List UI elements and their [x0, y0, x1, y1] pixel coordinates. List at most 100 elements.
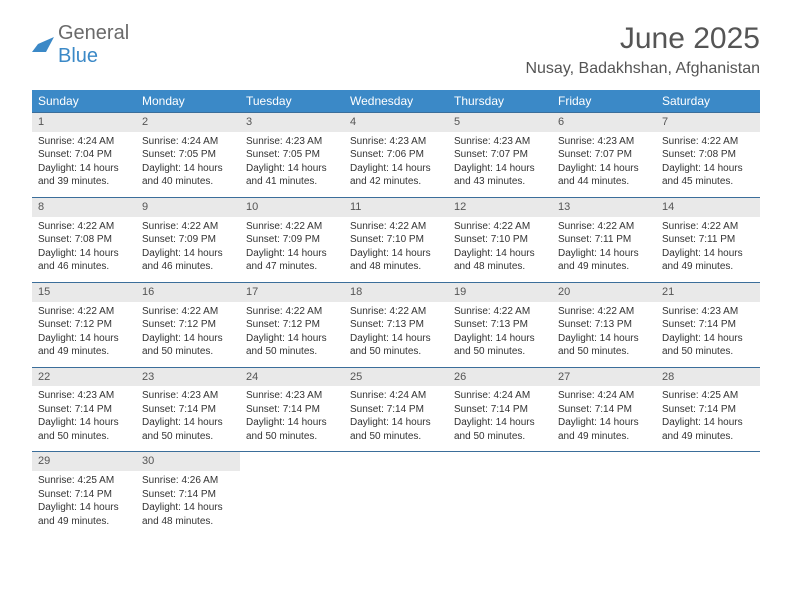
logo: General Blue — [32, 22, 129, 68]
daylight-line: Daylight: 14 hours and 50 minutes. — [350, 416, 442, 443]
sunrise-line: Sunrise: 4:24 AM — [38, 135, 130, 149]
day-content-cell: Sunrise: 4:23 AMSunset: 7:14 PMDaylight:… — [656, 302, 760, 368]
day-content-cell: Sunrise: 4:24 AMSunset: 7:05 PMDaylight:… — [136, 132, 240, 198]
day-number-cell: 30 — [136, 452, 240, 471]
day-number-cell: 7 — [656, 113, 760, 132]
sunset-line: Sunset: 7:06 PM — [350, 148, 442, 162]
day-content-row: Sunrise: 4:22 AM Sunset: 7:08 PM Daylight:… — [32, 217, 760, 283]
sunset-line: Sunset: 7:07 PM — [454, 148, 546, 162]
sunset-line: Sunset: 7:07 PM — [558, 148, 650, 162]
sunrise-line: Sunrise: 4:22 AM — [350, 220, 442, 234]
sunset-line: Sunset: 7:11 PM — [558, 233, 650, 247]
day-content-row: Sunrise: 4:22 AMSunset: 7:12 PMDaylight:… — [32, 302, 760, 368]
daylight-line: Daylight: 14 hours and 50 minutes. — [246, 332, 338, 359]
sunrise-line: Sunrise: 4:23 AM — [662, 305, 754, 319]
weekday-header-row: SundayMondayTuesdayWednesdayThursdayFrid… — [32, 90, 760, 113]
day-number-cell: 24 — [240, 367, 344, 386]
sunrise-line: Sunrise: 4:25 AM — [38, 474, 130, 488]
sunset-line: Sunset: 7:09 PM — [142, 233, 234, 247]
day-number-cell: 22 — [32, 367, 136, 386]
sunrise-line: Sunrise: 4:22 AM — [246, 220, 338, 234]
day-number-row: 22232425262728 — [32, 367, 760, 386]
sunset-line: Sunset: 7:14 PM — [38, 488, 130, 502]
day-number-row: 2930 — [32, 452, 760, 471]
day-number-cell: 17 — [240, 282, 344, 301]
day-content-cell: Sunrise: 4:22 AMSunset: 7:12 PMDaylight:… — [136, 302, 240, 368]
daylight-line: Daylight: 14 hours and 49 minutes. — [38, 501, 130, 528]
logo-text-general: General — [58, 22, 129, 44]
day-number-cell — [448, 452, 552, 471]
daylight-line: Daylight: 14 hours and 49 minutes. — [662, 247, 754, 274]
daylight-line: Daylight: 14 hours and 49 minutes. — [38, 332, 130, 359]
sunrise-line: Sunrise: 4:24 AM — [558, 389, 650, 403]
sunset-line: Sunset: 7:10 PM — [454, 233, 546, 247]
page-title: June 2025 — [525, 22, 760, 56]
sunset-line: Sunset: 7:09 PM — [246, 233, 338, 247]
day-number-cell — [344, 452, 448, 471]
day-number-cell: 21 — [656, 282, 760, 301]
sunrise-line: Sunrise: 4:22 AM — [558, 220, 650, 234]
day-number-cell: 27 — [552, 367, 656, 386]
sunset-line: Sunset: 7:12 PM — [246, 318, 338, 332]
daylight-line: Daylight: 14 hours and 50 minutes. — [662, 332, 754, 359]
sunset-line: Sunset: 7:13 PM — [454, 318, 546, 332]
day-number-cell: 12 — [448, 197, 552, 216]
sunrise-line: Sunrise: 4:26 AM — [142, 474, 234, 488]
day-content-cell: Sunrise: 4:22 AMSunset: 7:13 PMDaylight:… — [344, 302, 448, 368]
day-content-cell: Sunrise: 4:22 AMSunset: 7:11 PMDaylight:… — [552, 217, 656, 283]
day-content-row: Sunrise: 4:24 AMSunset: 7:04 PMDaylight:… — [32, 132, 760, 198]
daylight-line: Daylight: 14 hours and 43 minutes. — [454, 162, 546, 189]
day-content-cell: Sunrise: 4:23 AMSunset: 7:05 PMDaylight:… — [240, 132, 344, 198]
sunrise-line: Sunrise: 4:22 AM — [454, 220, 546, 234]
sunrise-line: Sunrise: 4:22 AM — [662, 220, 754, 234]
day-content-cell: Sunrise: 4:23 AMSunset: 7:14 PMDaylight:… — [136, 386, 240, 452]
day-number-cell: 18 — [344, 282, 448, 301]
day-number-cell: 9 — [136, 197, 240, 216]
sunset-line: Sunset: 7:14 PM — [558, 403, 650, 417]
sunset-line: Sunset: 7:05 PM — [246, 148, 338, 162]
sunrise-line: Sunrise: 4:24 AM — [350, 389, 442, 403]
daylight-line: Daylight: 14 hours and 49 minutes. — [558, 416, 650, 443]
day-content-cell: Sunrise: 4:22 AMSunset: 7:08 PMDaylight:… — [656, 132, 760, 198]
day-content-cell: Sunrise: 4:24 AMSunset: 7:14 PMDaylight:… — [344, 386, 448, 452]
weekday-header: Thursday — [448, 90, 552, 113]
daylight-line: Daylight: 14 hours and 48 minutes. — [142, 501, 234, 528]
day-number-cell: 1 — [32, 113, 136, 132]
daylight-line: Daylight: 14 hours and 50 minutes. — [454, 416, 546, 443]
page-header: General Blue June 2025 Nusay, Badakhshan… — [0, 0, 792, 78]
day-number-row: 1234567 — [32, 113, 760, 132]
daylight-line: Daylight: 14 hours and 47 minutes. — [246, 247, 338, 274]
daylight-line: Daylight: 14 hours and 48 minutes. — [454, 247, 546, 274]
sunrise-line: Sunrise: 4:23 AM — [350, 135, 442, 149]
day-number-cell: 11 — [344, 197, 448, 216]
day-number-cell: 23 — [136, 367, 240, 386]
day-number-cell: 26 — [448, 367, 552, 386]
day-content-row: Sunrise: 4:23 AMSunset: 7:14 PMDaylight:… — [32, 386, 760, 452]
day-content-cell: Sunrise: 4:22 AMSunset: 7:10 PMDaylight:… — [448, 217, 552, 283]
sunset-line: Sunset: 7:14 PM — [142, 488, 234, 502]
day-content-cell — [240, 471, 344, 536]
day-content-cell — [344, 471, 448, 536]
sunset-line: Sunset: 7:12 PM — [142, 318, 234, 332]
sunset-line: Sunset: 7:14 PM — [662, 318, 754, 332]
sunrise-line: Sunrise: 4:22 AM — [142, 305, 234, 319]
daylight-line: Daylight: 14 hours and 41 minutes. — [246, 162, 338, 189]
daylight-line: Daylight: 14 hours and 49 minutes. — [662, 416, 754, 443]
day-content-cell: Sunrise: 4:23 AMSunset: 7:06 PMDaylight:… — [344, 132, 448, 198]
day-number-cell: 16 — [136, 282, 240, 301]
day-content-cell: Sunrise: 4:23 AMSunset: 7:14 PMDaylight:… — [240, 386, 344, 452]
sunset-line: Sunset: 7:08 PM — [38, 233, 130, 247]
sunset-line: Sunset: 7:14 PM — [350, 403, 442, 417]
sunrise-line: Sunrise: 4:25 AM — [662, 389, 754, 403]
daylight-line: Daylight: 14 hours and 50 minutes. — [142, 332, 234, 359]
day-content-cell: Sunrise: 4:24 AMSunset: 7:04 PMDaylight:… — [32, 132, 136, 198]
day-content-cell — [448, 471, 552, 536]
day-number-cell: 6 — [552, 113, 656, 132]
day-number-row: 891011121314 — [32, 197, 760, 216]
weekday-header: Monday — [136, 90, 240, 113]
sunrise-line: Sunrise: 4:23 AM — [142, 389, 234, 403]
calendar-table: SundayMondayTuesdayWednesdayThursdayFrid… — [32, 90, 760, 536]
day-number-cell: 2 — [136, 113, 240, 132]
day-number-cell: 10 — [240, 197, 344, 216]
sunset-line: Sunset: 7:14 PM — [662, 403, 754, 417]
